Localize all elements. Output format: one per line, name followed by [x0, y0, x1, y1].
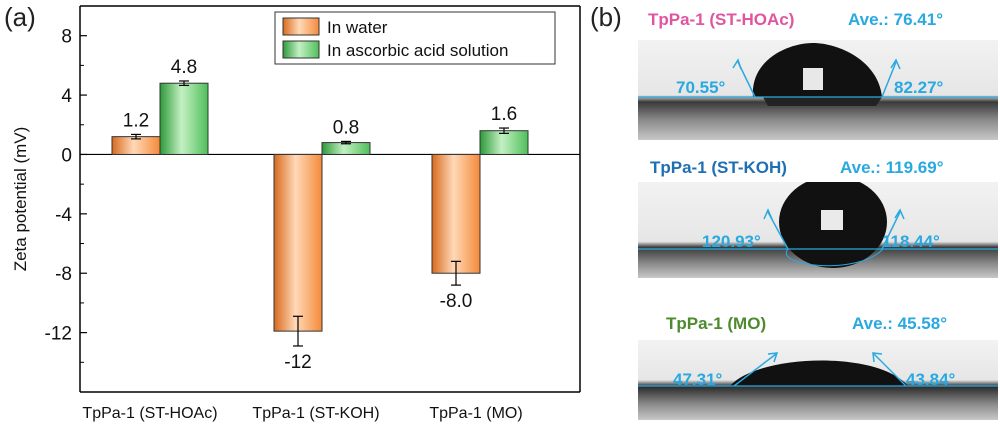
panel-a-label: (a)	[4, 2, 36, 32]
y-tick-label: -4	[55, 205, 72, 226]
legend-swatch-0	[282, 17, 320, 36]
sample-1-title: TpPa-1 (ST-HOAc)	[648, 10, 795, 29]
data-label-0-2: -8.0	[440, 291, 473, 312]
sample-3-average: Ave.: 45.58°	[852, 314, 948, 333]
data-label-0-0: 1.2	[123, 110, 149, 131]
sample-3-droplet-image	[638, 340, 998, 420]
y-tick-label: -8	[55, 264, 72, 285]
legend-label-1: In ascorbic acid solution	[327, 41, 508, 60]
panel-b-label: (b)	[590, 2, 622, 32]
y-tick-label: -12	[45, 324, 72, 345]
bar-ascorbic-0	[159, 82, 209, 155]
x-category-label: TpPa-1 (ST-HOAc)	[82, 405, 217, 422]
zeta-potential-chart: 1.2 -12 -8.0 4.8 0.8 1.6 8 4 0 -4 -8 -12 Zeta potent…	[11, 5, 581, 422]
y-tick-label: 8	[61, 27, 72, 48]
legend-box	[274, 11, 556, 65]
sample-3-right-angle: 43.84°	[906, 370, 956, 389]
sample-1-left-angle: 70.55°	[676, 78, 726, 97]
sample-1-average: Ave.: 76.41°	[848, 10, 944, 29]
sample-1-right-angle: 82.27°	[894, 78, 944, 97]
bar-ascorbic-2	[479, 130, 529, 155]
y-axis-label: Zeta potential (mV)	[11, 127, 30, 272]
sample-3-title: TpPa-1 (MO)	[666, 314, 767, 333]
y-tick-label: 4	[61, 86, 72, 107]
sample-3-left-angle: 47.31°	[673, 370, 723, 389]
x-category-label: TpPa-1 (ST-KOH)	[252, 405, 379, 422]
x-category-label: TpPa-1 (MO)	[429, 405, 522, 422]
sample-2-average: Ave.: 119.69°	[840, 158, 944, 177]
sample-2-droplet-image	[638, 182, 998, 278]
legend-swatch-1	[282, 40, 320, 59]
sample-2-right-angle: 118.44°	[882, 232, 940, 251]
y-tick-label: 0	[61, 145, 72, 166]
data-label-1-0: 4.8	[171, 57, 197, 78]
sample-2-left-angle: 120.93°	[702, 232, 761, 251]
legend-label-0: In water	[327, 18, 388, 37]
sample-2-title: TpPa-1 (ST-KOH)	[650, 158, 787, 177]
bar-water-2	[431, 153, 481, 274]
data-label-1-2: 1.6	[491, 104, 517, 125]
data-label-1-1: 0.8	[333, 117, 359, 138]
bar-water-1	[273, 153, 323, 332]
data-label-0-1: -12	[284, 352, 311, 373]
sample-1-droplet-image	[638, 40, 998, 140]
